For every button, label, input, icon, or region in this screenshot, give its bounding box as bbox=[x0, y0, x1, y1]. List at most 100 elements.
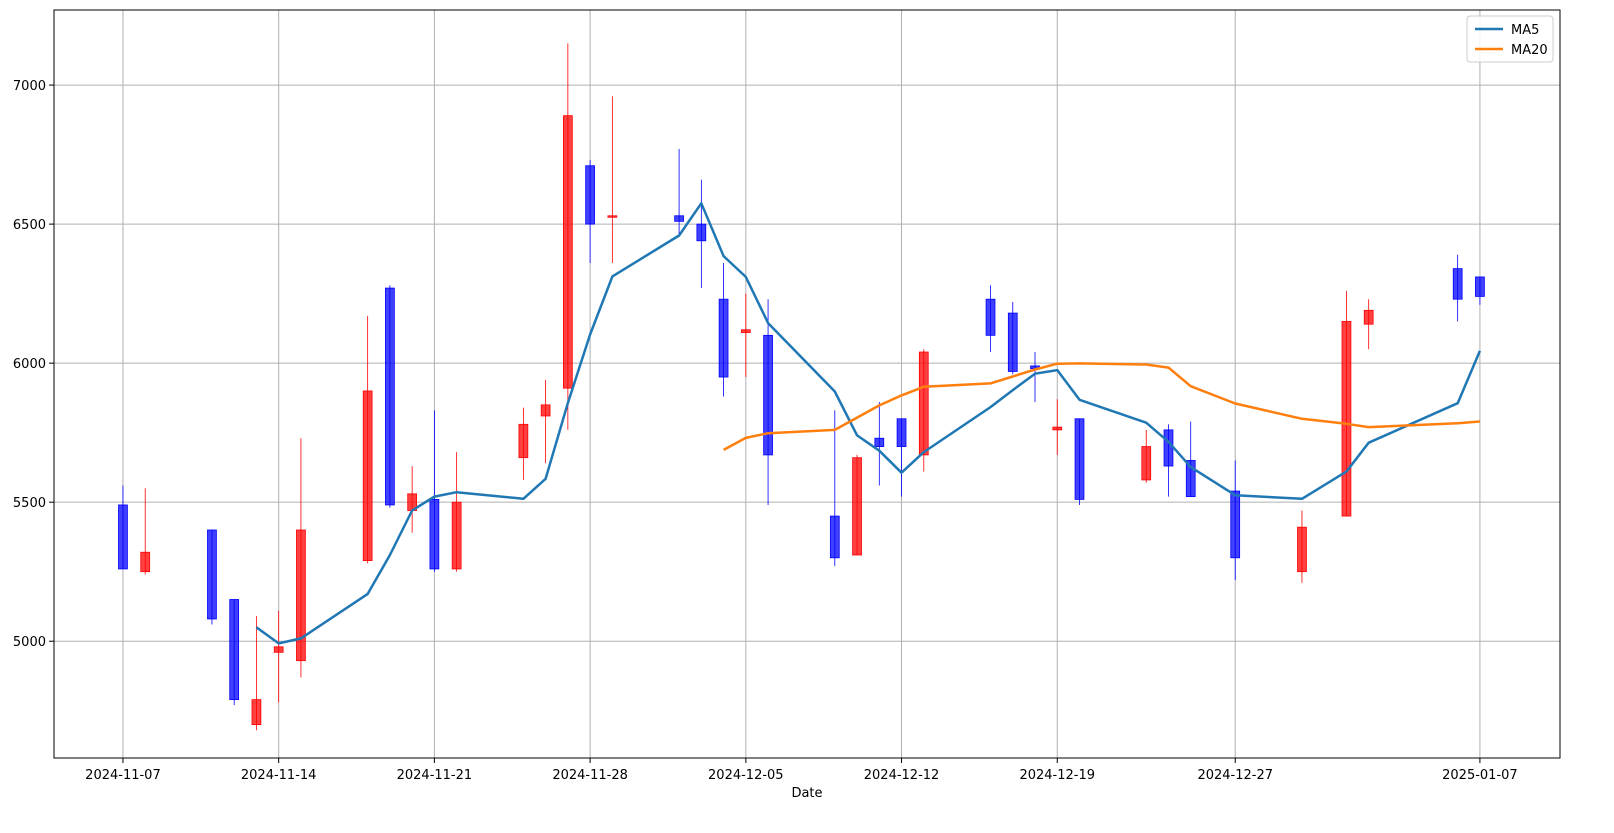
x-tick-label: 2024-11-28 bbox=[552, 768, 628, 783]
legend-label-ma5: MA5 bbox=[1511, 23, 1539, 38]
candle-body bbox=[540, 404, 551, 417]
candle-body bbox=[1052, 426, 1063, 431]
candle-body bbox=[1141, 446, 1152, 481]
candle bbox=[1452, 254, 1463, 322]
plot-frame bbox=[53, 9, 1561, 759]
candle-body bbox=[229, 599, 240, 701]
moving-average-layer bbox=[255, 202, 1482, 645]
candle bbox=[207, 529, 217, 625]
candle-body bbox=[1230, 490, 1241, 559]
candle-body bbox=[896, 418, 907, 447]
candle bbox=[118, 485, 128, 570]
candle bbox=[518, 407, 529, 480]
candle-body bbox=[429, 498, 440, 570]
candle-body bbox=[1297, 526, 1307, 573]
y-tick-label: 7000 bbox=[13, 79, 46, 94]
candle bbox=[385, 285, 395, 508]
candle bbox=[1007, 301, 1018, 375]
candle bbox=[1475, 276, 1485, 305]
candle bbox=[585, 160, 595, 264]
candle-body bbox=[607, 215, 618, 218]
candle bbox=[251, 616, 262, 731]
candle bbox=[829, 410, 840, 567]
candle bbox=[1341, 290, 1352, 517]
candle-body bbox=[718, 298, 729, 378]
candle-body bbox=[362, 390, 373, 561]
candle-body bbox=[1163, 429, 1174, 467]
y-tick-label: 6500 bbox=[13, 218, 46, 233]
candle bbox=[763, 299, 773, 505]
x-tick-label: 2025-01-07 bbox=[1442, 768, 1518, 783]
candle bbox=[607, 96, 618, 264]
candle-body bbox=[740, 329, 751, 333]
legend: MA5 MA20 bbox=[1466, 15, 1554, 63]
candle-body bbox=[829, 515, 840, 559]
legend-frame bbox=[1466, 15, 1554, 63]
candle-body bbox=[273, 646, 284, 653]
candle bbox=[1074, 418, 1085, 505]
candle-body bbox=[518, 423, 529, 459]
x-tick-label: 2024-12-12 bbox=[864, 768, 940, 783]
candle-body bbox=[985, 298, 996, 336]
candle-body bbox=[118, 504, 128, 570]
candle bbox=[1163, 424, 1174, 497]
ma20-line bbox=[723, 362, 1480, 451]
candle bbox=[1230, 460, 1241, 581]
x-tick-label: 2024-11-21 bbox=[397, 768, 473, 783]
candle bbox=[696, 179, 707, 289]
y-tick-label: 6000 bbox=[13, 357, 46, 372]
candle-body bbox=[451, 501, 462, 570]
candle-body bbox=[1074, 418, 1085, 500]
candle bbox=[1052, 399, 1063, 455]
legend-label-ma20: MA20 bbox=[1511, 43, 1548, 58]
candle bbox=[451, 452, 462, 572]
x-tick-label: 2024-12-05 bbox=[708, 768, 784, 783]
candle bbox=[140, 488, 151, 575]
tick-layer: 2024-11-07 2024-11-14 2024-11-21 2024-11-28… bbox=[13, 79, 1518, 783]
candle-body bbox=[1452, 268, 1463, 300]
candle bbox=[852, 454, 862, 556]
candle-body bbox=[674, 215, 684, 222]
candle-body bbox=[1475, 276, 1485, 297]
candle bbox=[407, 466, 417, 533]
candle-body bbox=[696, 223, 707, 242]
candle bbox=[540, 379, 551, 464]
candle-body bbox=[918, 351, 929, 456]
candle-body bbox=[874, 437, 885, 447]
candle-body bbox=[1363, 309, 1374, 325]
candle bbox=[1141, 429, 1152, 483]
candle-body bbox=[1007, 312, 1018, 372]
x-tick-label: 2024-12-27 bbox=[1197, 768, 1273, 783]
candle bbox=[718, 263, 729, 397]
candle-body bbox=[385, 287, 395, 506]
grid-layer bbox=[54, 10, 1560, 758]
candle bbox=[985, 285, 996, 353]
candle-body bbox=[1185, 460, 1196, 498]
candle-body bbox=[207, 529, 217, 620]
candle bbox=[674, 149, 684, 236]
candle-body bbox=[763, 334, 773, 456]
candle bbox=[1185, 421, 1196, 498]
candle bbox=[273, 610, 284, 703]
candle-body bbox=[1341, 321, 1352, 517]
candle bbox=[429, 410, 440, 572]
ma5-line bbox=[255, 202, 1482, 645]
y-tick-label: 5500 bbox=[13, 496, 46, 511]
candle bbox=[740, 293, 751, 378]
x-axis-label: Date bbox=[791, 786, 822, 801]
candle-layer bbox=[118, 43, 1485, 731]
candle bbox=[874, 402, 885, 486]
candle-body bbox=[140, 551, 151, 573]
candle bbox=[1297, 510, 1307, 583]
candle-body bbox=[251, 699, 262, 726]
candle-body bbox=[585, 165, 595, 225]
y-tick-label: 5000 bbox=[13, 635, 46, 650]
candle bbox=[563, 43, 573, 430]
x-tick-label: 2024-11-07 bbox=[85, 768, 161, 783]
candle-body bbox=[852, 457, 862, 556]
candle bbox=[896, 418, 907, 497]
candle-body bbox=[296, 529, 306, 662]
candle bbox=[229, 599, 240, 706]
